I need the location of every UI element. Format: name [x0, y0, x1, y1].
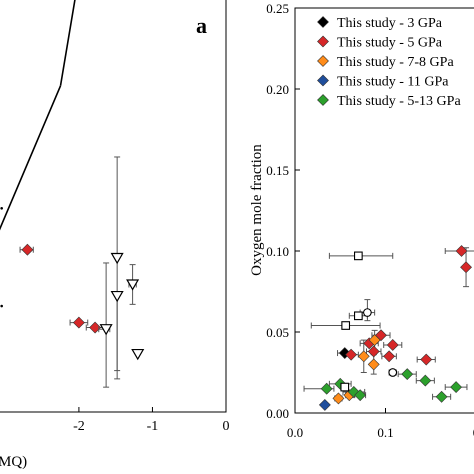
- data-point: [131, 348, 145, 361]
- legend-marker: [317, 74, 329, 87]
- legend-marker: [317, 55, 329, 67]
- data-point: [386, 339, 399, 351]
- panel-a-label: a: [196, 13, 207, 38]
- panel-b-x-ticks: 0.0 0.1 0: [287, 408, 474, 440]
- legend-item: This study - 11 GPa: [317, 74, 449, 90]
- data-point: [0, 304, 3, 308]
- legend-label: This study - 5 GPa: [337, 36, 443, 51]
- legend-label: This study - 11 GPa: [337, 75, 449, 90]
- x-tick-label: 0.0: [287, 425, 303, 440]
- legend-marker: [317, 16, 329, 28]
- data-point: [72, 316, 85, 329]
- boundary-curve: [59, 0, 76, 86]
- panel-b-points: [303, 245, 474, 411]
- panel-b-legend: This study - 3 GPa This study - 5 GPa This…: [317, 16, 461, 109]
- y-tick-label: 0.05: [266, 325, 289, 340]
- data-point: [357, 350, 370, 363]
- legend-label: This study - 3 GPa: [337, 16, 443, 31]
- data-point: [340, 382, 350, 392]
- data-point: [318, 398, 331, 411]
- data-point: [21, 243, 34, 256]
- panel-a-points: [0, 156, 145, 388]
- y-tick-label: 0.00: [266, 406, 289, 421]
- panel-b-y-ticks: 0.00 0.05 0.10 0.15 0.20 0.25: [266, 1, 300, 421]
- data-point: [89, 321, 102, 334]
- panel-b: 0.000.050.100.150.200.25 0.00.10 Oxygen …: [249, 1, 474, 440]
- data-point: [420, 353, 433, 366]
- data-point: [455, 245, 468, 257]
- x-tick-label: 0: [223, 419, 230, 434]
- data-point: [460, 261, 472, 274]
- legend-label: This study - 5-13 GPa: [337, 94, 461, 109]
- data-point: [126, 279, 140, 291]
- data-point: [110, 252, 124, 265]
- panel-a-curves: [0, 0, 76, 231]
- data-point: [320, 382, 333, 395]
- y-tick-label: 0.20: [266, 82, 289, 97]
- data-point: [383, 350, 396, 363]
- y-tick-label: 0.15: [266, 163, 289, 178]
- data-point: [419, 374, 432, 387]
- data-point: [345, 348, 358, 361]
- data-point: [0, 207, 3, 210]
- panel-a-frame: [0, 0, 227, 413]
- legend-label: This study - 7-8 GPa: [337, 55, 454, 70]
- data-point: [367, 345, 380, 358]
- legend-item: This study - 5-13 GPa: [317, 94, 461, 109]
- y-tick-label: 0.10: [266, 244, 289, 259]
- legend-item: This study - 3 GPa: [317, 16, 443, 31]
- data-point: [332, 392, 345, 405]
- legend-marker: [317, 35, 329, 48]
- legend-item: This study - 5 GPa: [317, 35, 443, 51]
- data-point: [99, 324, 113, 336]
- data-point: [401, 368, 414, 381]
- data-point: [353, 311, 363, 321]
- panel-b-y-axis-label: Oxygen mole fraction: [249, 144, 265, 276]
- x-tick-label: 0.1: [377, 425, 393, 440]
- x-tick-label: -1: [147, 419, 159, 434]
- x-tick-label: -2: [73, 419, 85, 434]
- data-point: [353, 251, 363, 261]
- data-point: [341, 321, 351, 330]
- y-tick-label: 0.25: [266, 1, 289, 16]
- panel-a-x-axis-label: MQ): [0, 454, 27, 470]
- data-point: [388, 368, 398, 377]
- boundary-curve: [0, 85, 62, 231]
- panel-a: -2 -1 0 a MQ): [0, 0, 230, 470]
- data-point: [368, 334, 381, 347]
- x-tick-label: 0: [473, 425, 474, 440]
- data-point: [450, 381, 463, 394]
- panel-a-x-ticks: -2 -1 0: [73, 407, 230, 434]
- data-point: [354, 389, 367, 402]
- legend-marker: [317, 94, 329, 106]
- data-point: [367, 358, 380, 371]
- legend-item: This study - 7-8 GPa: [317, 55, 454, 70]
- data-point: [363, 308, 372, 317]
- data-point: [435, 390, 448, 403]
- data-point: [110, 290, 124, 303]
